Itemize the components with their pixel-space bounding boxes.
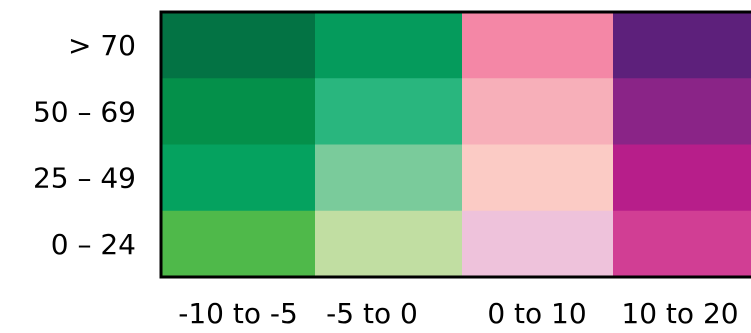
y-tick-label: > 70 (68, 29, 136, 62)
heatmap-cell-r1-c3 (462, 12, 613, 79)
x-tick-label: -10 to -5 (178, 297, 298, 330)
heatmap-cell-r4-c4 (613, 210, 751, 278)
heatmap-cell-r1-c2 (315, 12, 462, 79)
heatmap-cell-r3-c1 (161, 144, 315, 212)
x-tick-label: -5 to 0 (326, 297, 418, 330)
heatmap-cell-r2-c2 (315, 78, 462, 145)
y-tick-label: 25 – 49 (33, 162, 136, 195)
heatmap-cell-r2-c1 (161, 78, 315, 145)
x-tick-label: 10 to 20 (621, 297, 738, 330)
heatmap-cell-r4-c3 (462, 210, 613, 278)
heatmap-cell-r4-c1 (161, 210, 315, 278)
heatmap-cells (161, 12, 751, 278)
heatmap-cell-r1-c1 (161, 12, 315, 79)
heatmap-cell-r2-c4 (613, 78, 751, 145)
plot-border (159, 10, 751, 279)
heatmap-cell-r3-c2 (315, 144, 462, 212)
y-tick-label: 0 – 24 (51, 228, 136, 261)
heatmap-cell-r3-c4 (613, 144, 751, 212)
y-axis-tick-labels: > 70 50 – 69 25 – 49 0 – 24 (33, 29, 136, 261)
y-tick-label: 50 – 69 (33, 95, 136, 128)
heatmap-cell-r4-c2 (315, 210, 462, 278)
heatmap-cell-r3-c3 (462, 144, 613, 212)
plot-frame (159, 10, 751, 279)
heatmap-cell-r1-c4 (613, 12, 751, 79)
heatmap-cell-r2-c3 (462, 78, 613, 145)
x-axis-tick-labels: -10 to -5 -5 to 0 0 to 10 10 to 20 (178, 297, 738, 330)
x-tick-label: 0 to 10 (487, 297, 586, 330)
